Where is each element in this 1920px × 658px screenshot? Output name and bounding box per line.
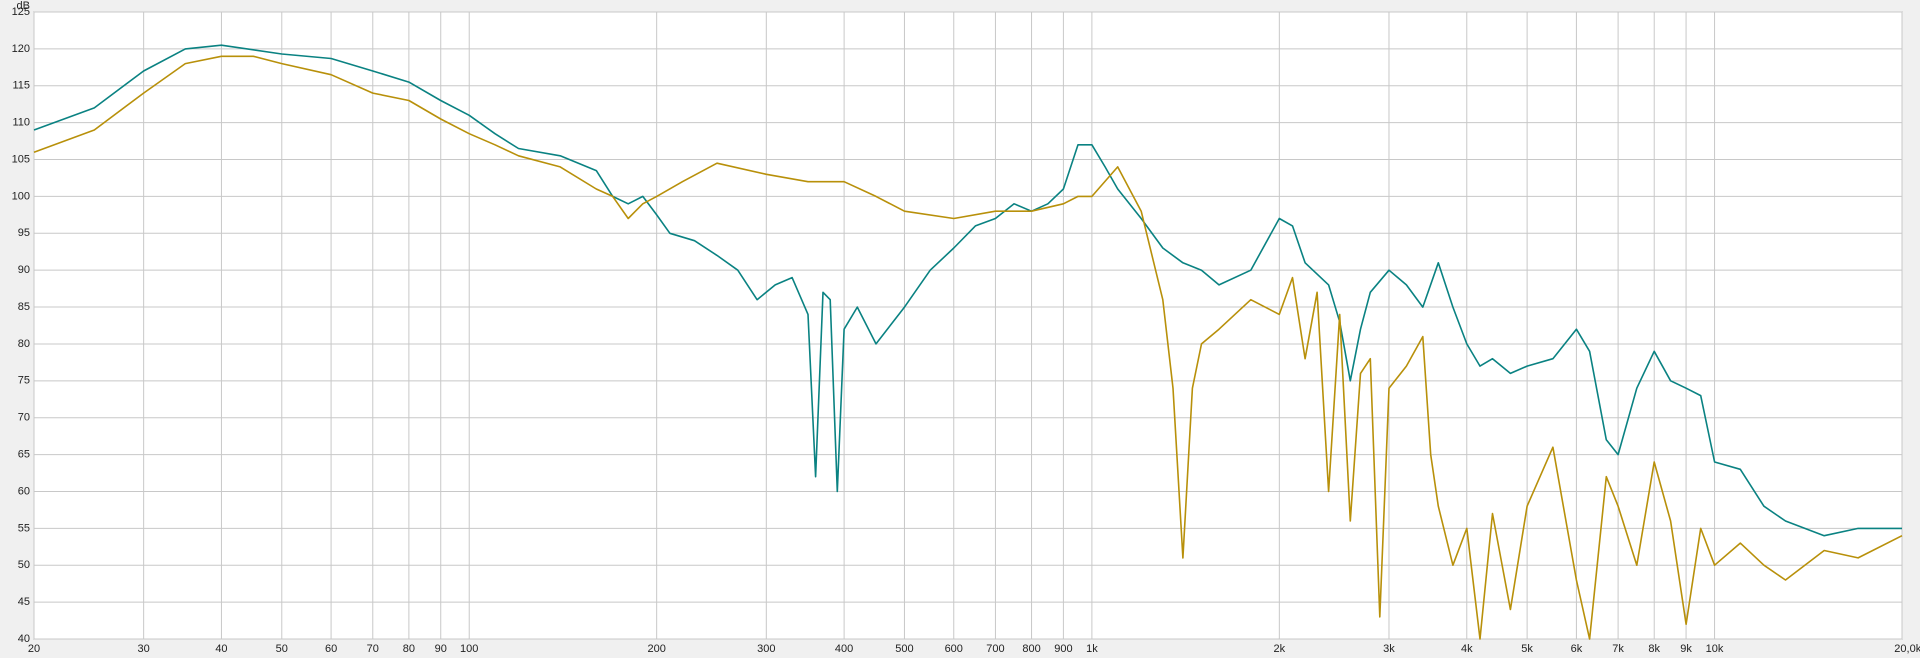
y-tick-label: 85 — [18, 301, 30, 313]
x-tick-label: 90 — [435, 643, 447, 655]
y-tick-label: 125 — [12, 6, 30, 18]
y-tick-label: 75 — [18, 375, 30, 387]
y-tick-label: 55 — [18, 522, 30, 534]
y-tick-label: 90 — [18, 264, 30, 276]
x-tick-label: 80 — [403, 643, 415, 655]
y-tick-label: 65 — [18, 448, 30, 460]
x-tick-label: 60 — [325, 643, 337, 655]
y-tick-label: 110 — [12, 117, 30, 129]
series-line — [33, 44, 1902, 537]
series-line — [33, 55, 1903, 640]
x-tick-label: 20 — [28, 643, 40, 655]
y-tick-label: 60 — [18, 485, 30, 497]
x-tick-label: 20,0k Hz — [1894, 643, 1920, 655]
x-tick-label: 30 — [138, 643, 150, 655]
plot-area — [33, 11, 1903, 640]
x-tick-label: 6k — [1571, 643, 1583, 655]
y-axis-label: dB — [17, 0, 30, 12]
x-tick-label: 300 — [757, 643, 775, 655]
x-tick-label: 200 — [647, 643, 665, 655]
x-tick-label: 1k — [1086, 643, 1098, 655]
x-tick-label: 70 — [367, 643, 379, 655]
x-tick-label: 4k — [1461, 643, 1473, 655]
x-tick-label: 50 — [276, 643, 288, 655]
x-tick-label: 8k — [1648, 643, 1660, 655]
x-tick-label: 100 — [460, 643, 478, 655]
x-tick-label: 5k — [1521, 643, 1533, 655]
y-tick-label: 70 — [18, 412, 30, 424]
y-tick-label: 95 — [18, 227, 30, 239]
x-tick-label: 3k — [1383, 643, 1395, 655]
y-tick-label: 105 — [12, 153, 30, 165]
x-tick-label: 800 — [1022, 643, 1040, 655]
y-tick-label: 40 — [18, 633, 30, 645]
x-tick-label: 7k — [1612, 643, 1624, 655]
x-tick-label: 40 — [215, 643, 227, 655]
x-tick-label: 10k — [1706, 643, 1724, 655]
x-tick-label: 500 — [895, 643, 913, 655]
y-tick-label: 115 — [12, 80, 30, 92]
y-tick-label: 80 — [18, 338, 30, 350]
y-tick-label: 100 — [12, 190, 30, 202]
x-tick-label: 400 — [835, 643, 853, 655]
y-tick-label: 45 — [18, 596, 30, 608]
y-tick-label: 50 — [18, 559, 30, 571]
x-tick-label: 700 — [986, 643, 1004, 655]
x-tick-label: 2k — [1274, 643, 1286, 655]
x-tick-label: 9k — [1680, 643, 1692, 655]
x-tick-label: 900 — [1054, 643, 1072, 655]
x-tick-label: 600 — [945, 643, 963, 655]
y-tick-label: 120 — [12, 43, 30, 55]
